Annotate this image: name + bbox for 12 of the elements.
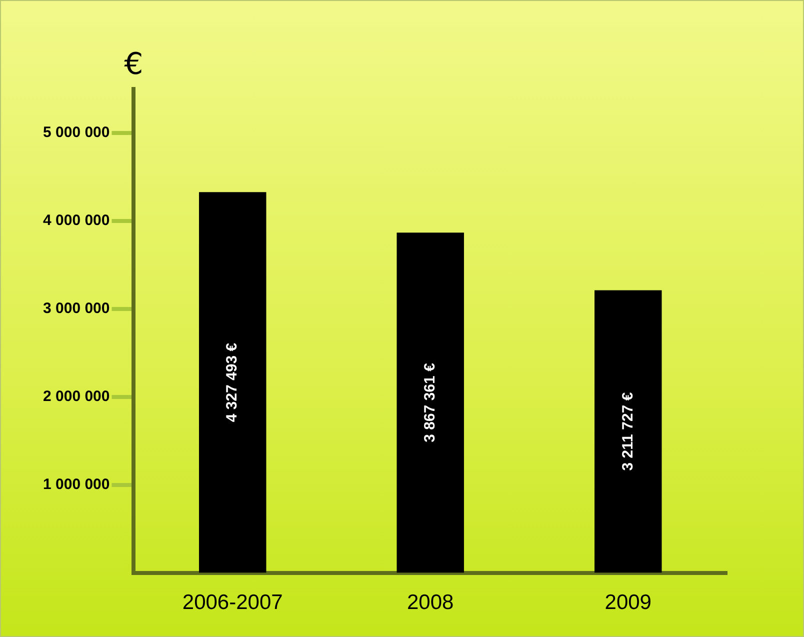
y-tick-label: 2 000 000: [42, 388, 110, 406]
x-tick-label: 2006-2007: [182, 591, 283, 614]
data-label: 3 211 727 €: [619, 392, 636, 471]
y-tick-label: 3 000 000: [42, 300, 110, 318]
y-tick-label: 4 000 000: [42, 212, 110, 230]
x-tick-label: 2009: [604, 591, 652, 614]
x-tick-label: 2008: [407, 591, 454, 614]
data-label: 4 327 493 €: [224, 342, 241, 422]
data-label: 3 867 361 €: [422, 362, 439, 442]
y-tick-label: 5 000 000: [42, 124, 110, 142]
y-tick-label: 1 000 000: [42, 476, 110, 493]
y-axis-title: €: [124, 46, 144, 82]
